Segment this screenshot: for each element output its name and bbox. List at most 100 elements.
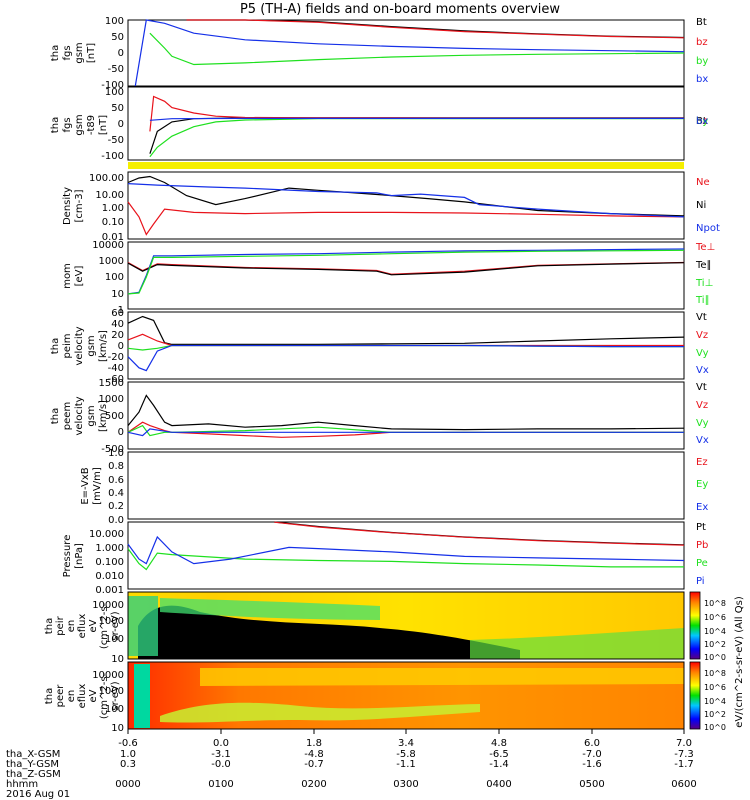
peer-ylabel: tha peer en eflux eV (cm^2-s- sr-eV) [44,672,121,719]
temperature-series-line-2 [127,248,685,295]
peir-ylabel-line-0: tha [44,618,55,634]
colorbar-label: eV/(cm^2-s-sr-eV) (All Qs) [734,596,745,728]
panel-density-plot [127,175,685,236]
pressure-legend-Pb: Pb [696,540,708,551]
panel-pressure-ytick-labels: 10.000 1.000 0.100 0.010 0.001 [89,529,124,596]
x-tick-marks [127,729,685,734]
xtick-r-3: 3.4 [398,738,414,749]
fgsres-ytick-m50: -50 [108,135,124,146]
peer-early-cold-strip [134,664,150,728]
fgsres-ytick-100: 100 [105,87,124,98]
colorbars: 10^8 10^6 10^4 10^2 10^0 10^8 10^6 10^4 … [689,591,745,732]
peer-upper-yellow-band [200,668,684,686]
panel-efield: 1.0 0.8 0.6 0.4 0.2 0.0 E=-VxB [mV/m] Ez… [80,448,708,526]
density-legend-Npot: Npot [696,223,720,234]
peim_velocity-series-line-0 [127,315,685,345]
xtick-x-1: -3.1 [211,749,231,760]
panel-peer-spectrogram: 10000 1000 100 10 tha peer en eflux eV (… [44,661,685,734]
density-ytick-10: 10.00 [95,190,124,201]
peem-ytick-500: 500 [105,411,124,422]
fgsres-ylabel-line-3: -t89 [86,115,97,135]
peer-green-inner-region [160,702,480,723]
x-tick-labels: -0.6 1.0 0.3 0000 0.0 -3.1 -0.0 0100 1.8… [115,738,696,790]
peim-ytick-m60: -60 [108,374,124,385]
xtick-y-3: -1.1 [396,759,416,770]
efield-ytick-0p4: 0.4 [108,488,124,499]
pressure-ytick-0p1: 0.100 [95,557,124,568]
pressure-ytick-10: 10.000 [89,529,124,540]
peim-legend-Vt: Vt [696,312,707,323]
fgsres-ylabel-line-1: fgs [62,117,73,132]
fgs-legend-by: by [696,56,708,67]
peir-ytick-10: 10 [111,654,124,665]
peim_velocity-series-line-3 [127,344,684,372]
peim-ytick-m40: -40 [108,363,124,374]
peem-ytick-1500: 1500 [99,378,124,389]
panel-fgs: 100 50 0 -50 -100 tha fgs gsm [nT] Bt bz… [50,16,708,91]
pressure-ylabel-line-1: [nPa] [74,543,85,569]
peim-ytick-20: 20 [111,330,124,341]
temp-legend-Tepar: Te∥ [695,260,712,271]
fgs_residual-series-line-3 [149,117,684,121]
panel-fgs-frame [127,19,685,87]
peir-mid-green-band [160,598,380,620]
panel-fgs-residual-frame [127,86,685,161]
panel-fgs-residual-plot [149,95,684,158]
density-legend: Ne Ni Npot [696,177,720,234]
efield-ylabel-line-1: [mV/m] [92,467,103,505]
peir-ylabel-line-6: sr-eV) [110,611,121,640]
panel-peer-ytick-labels: 10000 1000 100 10 [92,670,124,734]
panel-peem-ytick-labels: 1500 1000 500 0 -500 [99,378,124,455]
peer-ytick-10: 10 [111,723,124,734]
peir-ytick-10000: 10000 [92,600,124,611]
temp-legend-Tipar: Ti∥ [695,295,710,306]
peir-ylabel-line-1: peir [55,615,66,635]
fgs_residual-series-line-1 [149,95,684,132]
peer-ytick-1000: 1000 [99,686,124,697]
panel-efield-frame [127,451,685,520]
panel-pressure: 10.000 1.000 0.100 0.010 0.001 Pressure … [62,521,708,596]
peir-ylabel-line-2: en [66,620,77,633]
temp-legend: Te⊥ Te∥ Ti⊥ Ti∥ [695,242,715,306]
efield-legend-Ey: Ey [696,479,708,490]
temp-ytick-1000: 1000 [99,256,124,267]
panel-temperature: 10000 1000 100 10 1 mom [eV] Te⊥ Te∥ Ti⊥… [62,240,715,316]
pressure-legend-Pt: Pt [696,522,706,533]
fgs-series-line-2 [149,32,685,66]
cbar-upper-tick-4: 10^0 [704,653,726,662]
peem-ylabel-line-4: [km/s] [98,400,109,432]
cbar-lower-tick-4: 10^0 [704,723,726,732]
temp-ytick-1: 1 [118,305,124,316]
temperature-series-line-1 [127,262,685,276]
panel-peem-velocity-plot [127,394,685,438]
efield-legend: Ez Ey Ex [696,457,708,513]
density-ylabel: Density [cm-3] [62,187,85,225]
fgs-legend-Bt: Bt [696,17,707,28]
pressure-legend-Pi: Pi [696,576,705,587]
peem-ytick-1000: 1000 [99,394,124,405]
fgsres-ylabel: tha fgs gsm -t89 [nT] [50,114,109,135]
panel-peim-ytick-labels: 60 40 20 0 -20 -40 -60 [108,308,124,385]
density-series-line-0 [127,201,685,236]
peer-ylabel-line-5: (cm^2-s- [99,672,110,719]
fgs-ylabel-line-1: fgs [62,45,73,60]
cbar-lower-tick-0: 10^8 [704,669,726,678]
efield-ytick-0p0: 0.0 [108,515,124,526]
pressure-ytick-1: 1.000 [95,543,124,554]
xtick-hhmm-0: 0000 [115,779,140,790]
x-row-label-Y: tha_Y-GSM [6,759,59,770]
pressure-series-line-0 [274,521,685,546]
x-row-label-hhmm: hhmm [6,779,38,790]
temp-legend-Tiperp: Ti⊥ [695,278,713,289]
peim-ytick-60: 60 [111,308,124,319]
cbar-upper-tick-2: 10^4 [704,627,726,636]
peem-ylabel-line-1: peem [62,402,73,430]
fgs-series-line-3 [134,19,685,87]
peim-legend: Vt Vz Vy Vx [696,312,709,376]
peir-spectrogram-frame [127,591,685,660]
xtick-y-6: -1.7 [674,759,694,770]
fgsres-ytick-0: 0 [118,119,124,130]
peem-legend: Vt Vz Vy Vx [696,382,709,446]
xtick-r-4: 4.8 [491,738,507,749]
